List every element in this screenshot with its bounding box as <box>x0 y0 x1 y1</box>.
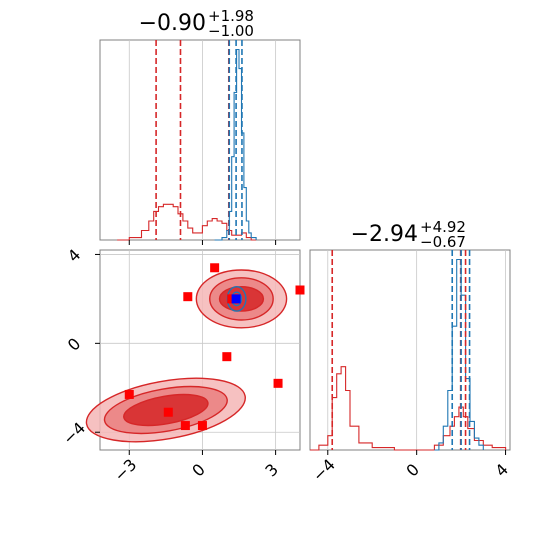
title-value: −2.94 <box>351 222 418 247</box>
marker-points <box>124 263 305 431</box>
sample-marker <box>295 285 305 295</box>
tick-marks <box>327 450 507 455</box>
title-lower: −1.00 <box>208 22 254 40</box>
y-tick-label: 4 <box>64 245 85 266</box>
sample-marker <box>124 389 134 399</box>
title-upper: +4.92 <box>420 218 466 236</box>
x-tick-label: 0 <box>188 460 209 481</box>
quantile-lines <box>155 40 243 240</box>
y-tick-label: 0 <box>64 334 85 355</box>
histogram-series-group <box>117 48 257 241</box>
x-tick-label: 4 <box>491 460 512 481</box>
sample-marker <box>197 421 207 431</box>
axes-frame <box>99 39 301 241</box>
marginal-histogram-param-2: −4 0 4 <box>309 249 512 485</box>
title-lower: −0.67 <box>420 233 466 251</box>
gridlines <box>327 250 506 450</box>
sample-marker <box>183 292 193 302</box>
histogram-series-1 <box>214 48 257 241</box>
sample-marker <box>210 263 220 273</box>
axes-frame <box>309 249 511 451</box>
quantile-lines <box>331 250 471 450</box>
histogram-series-0 <box>117 203 257 241</box>
sample-marker <box>163 407 173 417</box>
truth-marker <box>231 294 241 304</box>
sample-marker <box>222 352 232 362</box>
x-tick-label: 0 <box>402 460 423 481</box>
y-tick-label: −4 <box>59 418 89 448</box>
tick-labels: −4 0 4 <box>309 455 512 485</box>
panel-title-param-1: −0.90 +1.98 −1.00 <box>139 7 254 40</box>
tick-marks <box>128 240 277 245</box>
panel-title-param-2: −2.94 +4.92 −0.67 <box>351 218 466 251</box>
tick-marks <box>95 253 277 455</box>
gridlines <box>128 40 277 240</box>
sample-marker <box>273 378 283 388</box>
marginal-histogram-param-1 <box>99 39 301 245</box>
x-tick-label: −3 <box>110 455 140 485</box>
joint-contour-plot: −3 0 3 −4 0 4 <box>59 245 305 485</box>
title-value: −0.90 <box>139 11 206 36</box>
x-tick-label: −4 <box>309 455 339 485</box>
x-tick-label: 3 <box>261 460 282 481</box>
title-upper: +1.98 <box>208 7 254 25</box>
histogram-series-0 <box>310 366 507 451</box>
sample-marker <box>180 421 190 431</box>
